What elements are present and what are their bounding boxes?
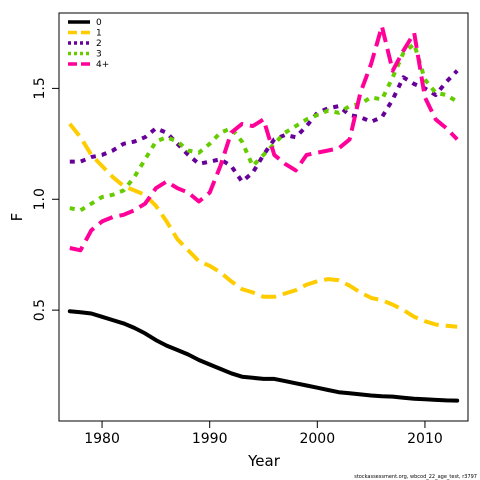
- y-tick-label: 1.5: [32, 77, 48, 99]
- x-axis: 1980 1990 2000 2010: [84, 420, 443, 447]
- y-tick-label: 1.0: [32, 188, 48, 210]
- series-line-3: [69, 42, 459, 213]
- series-line-0: [67, 309, 460, 403]
- series-layer: [67, 24, 460, 403]
- y-tick-label: 0.5: [32, 299, 48, 321]
- footnote: stockassessment.org, wbcod_22_age_test, …: [354, 474, 477, 480]
- x-axis-title: Year: [247, 452, 281, 470]
- legend-label: 2: [96, 39, 102, 49]
- series-line-4plus: [69, 24, 459, 253]
- x-tick-label: 1980: [84, 431, 120, 447]
- series-line-1: [68, 122, 458, 329]
- legend-label: 3: [96, 50, 102, 60]
- x-tick-label: 1990: [192, 431, 228, 447]
- y-axis-title: F: [8, 213, 26, 222]
- legend-label: 1: [96, 29, 102, 39]
- x-tick-label: 2000: [299, 431, 335, 447]
- legend-label: 0: [96, 18, 102, 28]
- x-tick-label: 2010: [407, 431, 443, 447]
- legend-label: 4+: [96, 60, 109, 70]
- series-line-2: [69, 69, 459, 184]
- y-axis: 0.5 1.0 1.5: [32, 77, 60, 321]
